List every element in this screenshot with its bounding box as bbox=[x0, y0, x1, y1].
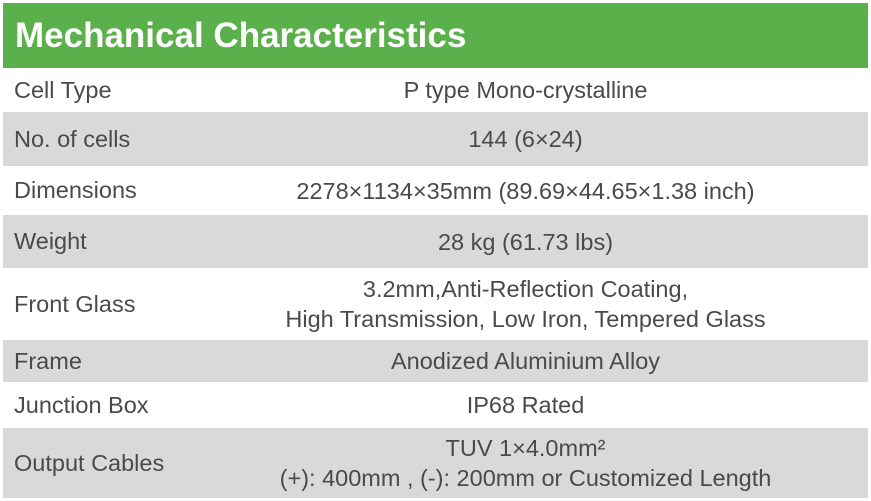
row-label: Weight bbox=[14, 228, 87, 254]
table-row: Dimensions 2278×1134×35mm (89.69×44.65×1.… bbox=[3, 166, 868, 215]
value-line: 3.2mm,Anti-Reflection Coating, bbox=[362, 276, 689, 302]
row-value: Anodized Aluminium Alloy bbox=[193, 346, 868, 376]
table-body: Cell Type P type Mono-crystalline No. of c… bbox=[3, 68, 868, 498]
row-value: P type Mono-crystalline bbox=[193, 75, 868, 105]
value-line: IP68 Rated bbox=[466, 392, 585, 418]
row-value: 28 kg (61.73 lbs) bbox=[193, 227, 868, 257]
table-row: No. of cells 144 (6×24) bbox=[3, 112, 868, 166]
row-value: 144 (6×24) bbox=[193, 124, 868, 154]
table-row: Output Cables TUV 1×4.0mm² (+): 400mm , (-… bbox=[3, 428, 868, 498]
row-label: Front Glass bbox=[14, 290, 136, 317]
value-line: 2278×1134×35mm (89.69×44.65×1.38 inch) bbox=[296, 177, 755, 204]
row-value: 3.2mm,Anti-Reflection Coating, High Trans… bbox=[193, 274, 868, 334]
row-label: No. of cells bbox=[14, 125, 131, 152]
row-label: Frame bbox=[14, 347, 82, 374]
value-line: P type Mono-crystalline bbox=[403, 77, 648, 103]
table-title: Mechanical Characteristics bbox=[3, 3, 868, 68]
table-row: Weight 28 kg (61.73 lbs) bbox=[3, 215, 868, 268]
row-value: TUV 1×4.0mm² (+): 400mm , (-): 200mm or C… bbox=[193, 433, 868, 493]
value-line: Anodized Aluminium Alloy bbox=[390, 348, 661, 374]
row-label: Junction Box bbox=[14, 391, 149, 418]
row-value: 2278×1134×35mm (89.69×44.65×1.38 inch) bbox=[193, 176, 868, 206]
value-line: 144 (6×24) bbox=[468, 126, 583, 152]
value-line: (+): 400mm , (-): 200mm or Customized Le… bbox=[279, 465, 772, 491]
value-line: TUV 1×4.0mm² bbox=[445, 435, 606, 461]
table-row: Junction Box IP68 Rated bbox=[3, 382, 868, 428]
value-line: High Transmission, Low Iron, Tempered Gl… bbox=[285, 306, 766, 332]
row-label: Cell Type bbox=[14, 76, 112, 103]
row-label: Output Cables bbox=[14, 449, 165, 476]
table-row: Frame Anodized Aluminium Alloy bbox=[3, 340, 868, 382]
row-label: Dimensions bbox=[14, 177, 137, 203]
value-line: 28 kg (61.73 lbs) bbox=[437, 228, 614, 255]
table-row: Front Glass 3.2mm,Anti-Reflection Coating… bbox=[3, 268, 868, 340]
table-row: Cell Type P type Mono-crystalline bbox=[3, 68, 868, 112]
row-value: IP68 Rated bbox=[193, 390, 868, 420]
spec-table: Mechanical Characteristics Cell Type P ty… bbox=[3, 3, 868, 498]
